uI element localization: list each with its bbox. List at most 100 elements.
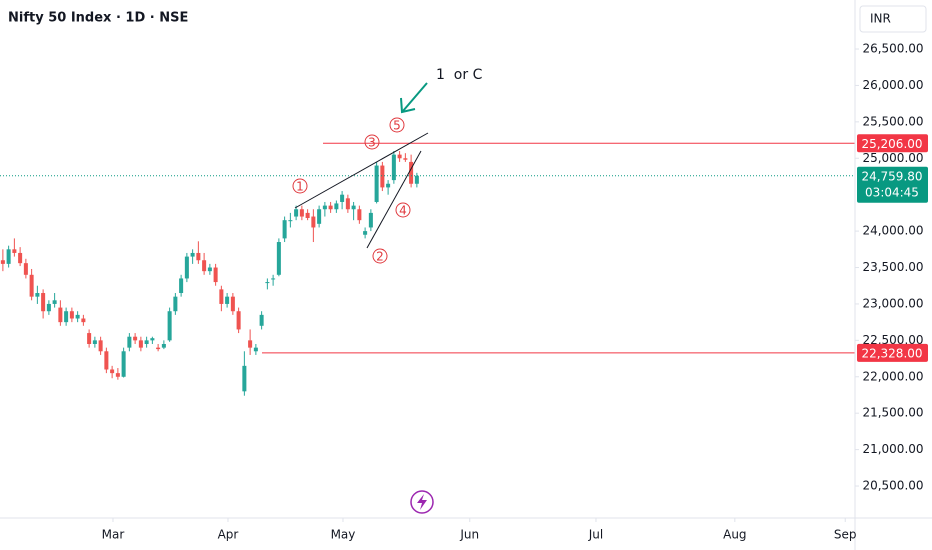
candle-body (12, 249, 17, 253)
candle-body (18, 252, 23, 264)
candle-body (35, 293, 40, 297)
candle-body (311, 216, 316, 228)
trend-line (366, 150, 422, 249)
y-tick-label: 24,000.00 (862, 224, 923, 238)
wave-label: 5 (393, 119, 401, 133)
candle-body (144, 340, 149, 344)
candle-body (161, 343, 166, 348)
annotation-text: 1 or C (436, 67, 483, 83)
wave-circle (389, 117, 405, 133)
chart-title: Nifty 50 Index · 1D · NSE (8, 11, 188, 26)
currency-button[interactable] (859, 5, 927, 33)
wave-circle (395, 202, 411, 218)
candle-body (127, 336, 132, 348)
y-tick-label: 26,500.00 (862, 42, 923, 56)
y-tick-label: 25,500.00 (862, 114, 923, 128)
x-tick-label: Apr (218, 528, 239, 542)
candle-body (104, 351, 109, 370)
candle-body (156, 347, 161, 350)
candle-body (276, 242, 281, 275)
candle-body (317, 209, 322, 224)
candle-body (328, 205, 333, 210)
candle-body (340, 194, 345, 202)
candle-body (357, 209, 362, 221)
candle-body (87, 333, 92, 344)
candle-body (167, 311, 172, 341)
candle-body (173, 296, 178, 312)
x-tick-label: Jul (588, 528, 603, 542)
candle-body (81, 318, 86, 323)
candle-body (6, 249, 11, 264)
y-tick-label: 25,000.00 (862, 151, 923, 165)
candle-body (288, 220, 293, 222)
lightning-icon[interactable] (410, 490, 434, 514)
candle-body (121, 351, 126, 377)
candle-body (52, 300, 57, 304)
wave-label: 4 (399, 204, 407, 218)
candle-body (386, 183, 391, 188)
x-tick-label: Aug (723, 528, 746, 542)
candle-body (46, 303, 51, 312)
x-tick-label: May (331, 528, 356, 542)
candle-body (0, 260, 5, 264)
candle-body (29, 274, 34, 297)
candle-body (23, 263, 28, 275)
candle-body (190, 252, 195, 257)
wave-circle (292, 178, 308, 194)
candle-body (184, 256, 189, 279)
y-tick-label: 22,500.00 (862, 333, 923, 347)
candle-body (259, 314, 264, 326)
wave-circle (364, 134, 380, 150)
candle-body (41, 293, 46, 312)
candle-body (115, 373, 120, 377)
candle-body (265, 282, 270, 284)
candle-body (236, 311, 241, 330)
wave-labels: 1 3 5 2 4 (292, 117, 411, 264)
candle-body (334, 203, 339, 210)
y-tick-label: 26,000.00 (862, 78, 923, 92)
price-label: 25,206.00 (861, 137, 922, 151)
wave-label: 2 (376, 250, 384, 264)
x-tick-label: Sep (834, 528, 857, 542)
candle-body (219, 289, 224, 304)
last-price-box (857, 166, 928, 203)
candle-body (414, 175, 419, 184)
price-label: 22,328.00 (861, 346, 922, 360)
candle-body (409, 161, 414, 184)
candle-body (69, 311, 74, 319)
candle-body (196, 252, 201, 261)
wave-circle (372, 248, 388, 264)
y-tick-label: 23,500.00 (862, 260, 923, 274)
candle-body (242, 365, 247, 392)
currency[interactable]: INR (870, 12, 891, 26)
y-tick-label: 21,500.00 (862, 406, 923, 420)
y-tick-label: 20,500.00 (862, 479, 923, 493)
candle-body (110, 369, 115, 374)
candle-body (271, 278, 276, 280)
candle-body (391, 154, 396, 181)
candle-body (213, 267, 218, 283)
x-tick-label: Jun (459, 528, 479, 542)
candle-body (363, 231, 368, 235)
candle-body (397, 154, 402, 159)
candle-body (202, 260, 207, 272)
candle-body (207, 267, 212, 272)
candle-body (305, 212, 310, 218)
candle-body (299, 209, 304, 217)
candle-body (58, 307, 63, 323)
candle-body (282, 220, 287, 239)
candle-body (374, 165, 379, 202)
trend-line (294, 132, 429, 209)
price-label-box (857, 343, 928, 362)
countdown: 03:04:45 (865, 185, 919, 199)
candle-body (294, 209, 299, 217)
candle-body (98, 340, 103, 352)
candle-body (345, 198, 350, 210)
candle-body (133, 336, 138, 341)
candle-body (150, 338, 155, 341)
candle-body (225, 296, 230, 304)
candle-body (403, 158, 408, 160)
y-tick-label: 23,000.00 (862, 296, 923, 310)
